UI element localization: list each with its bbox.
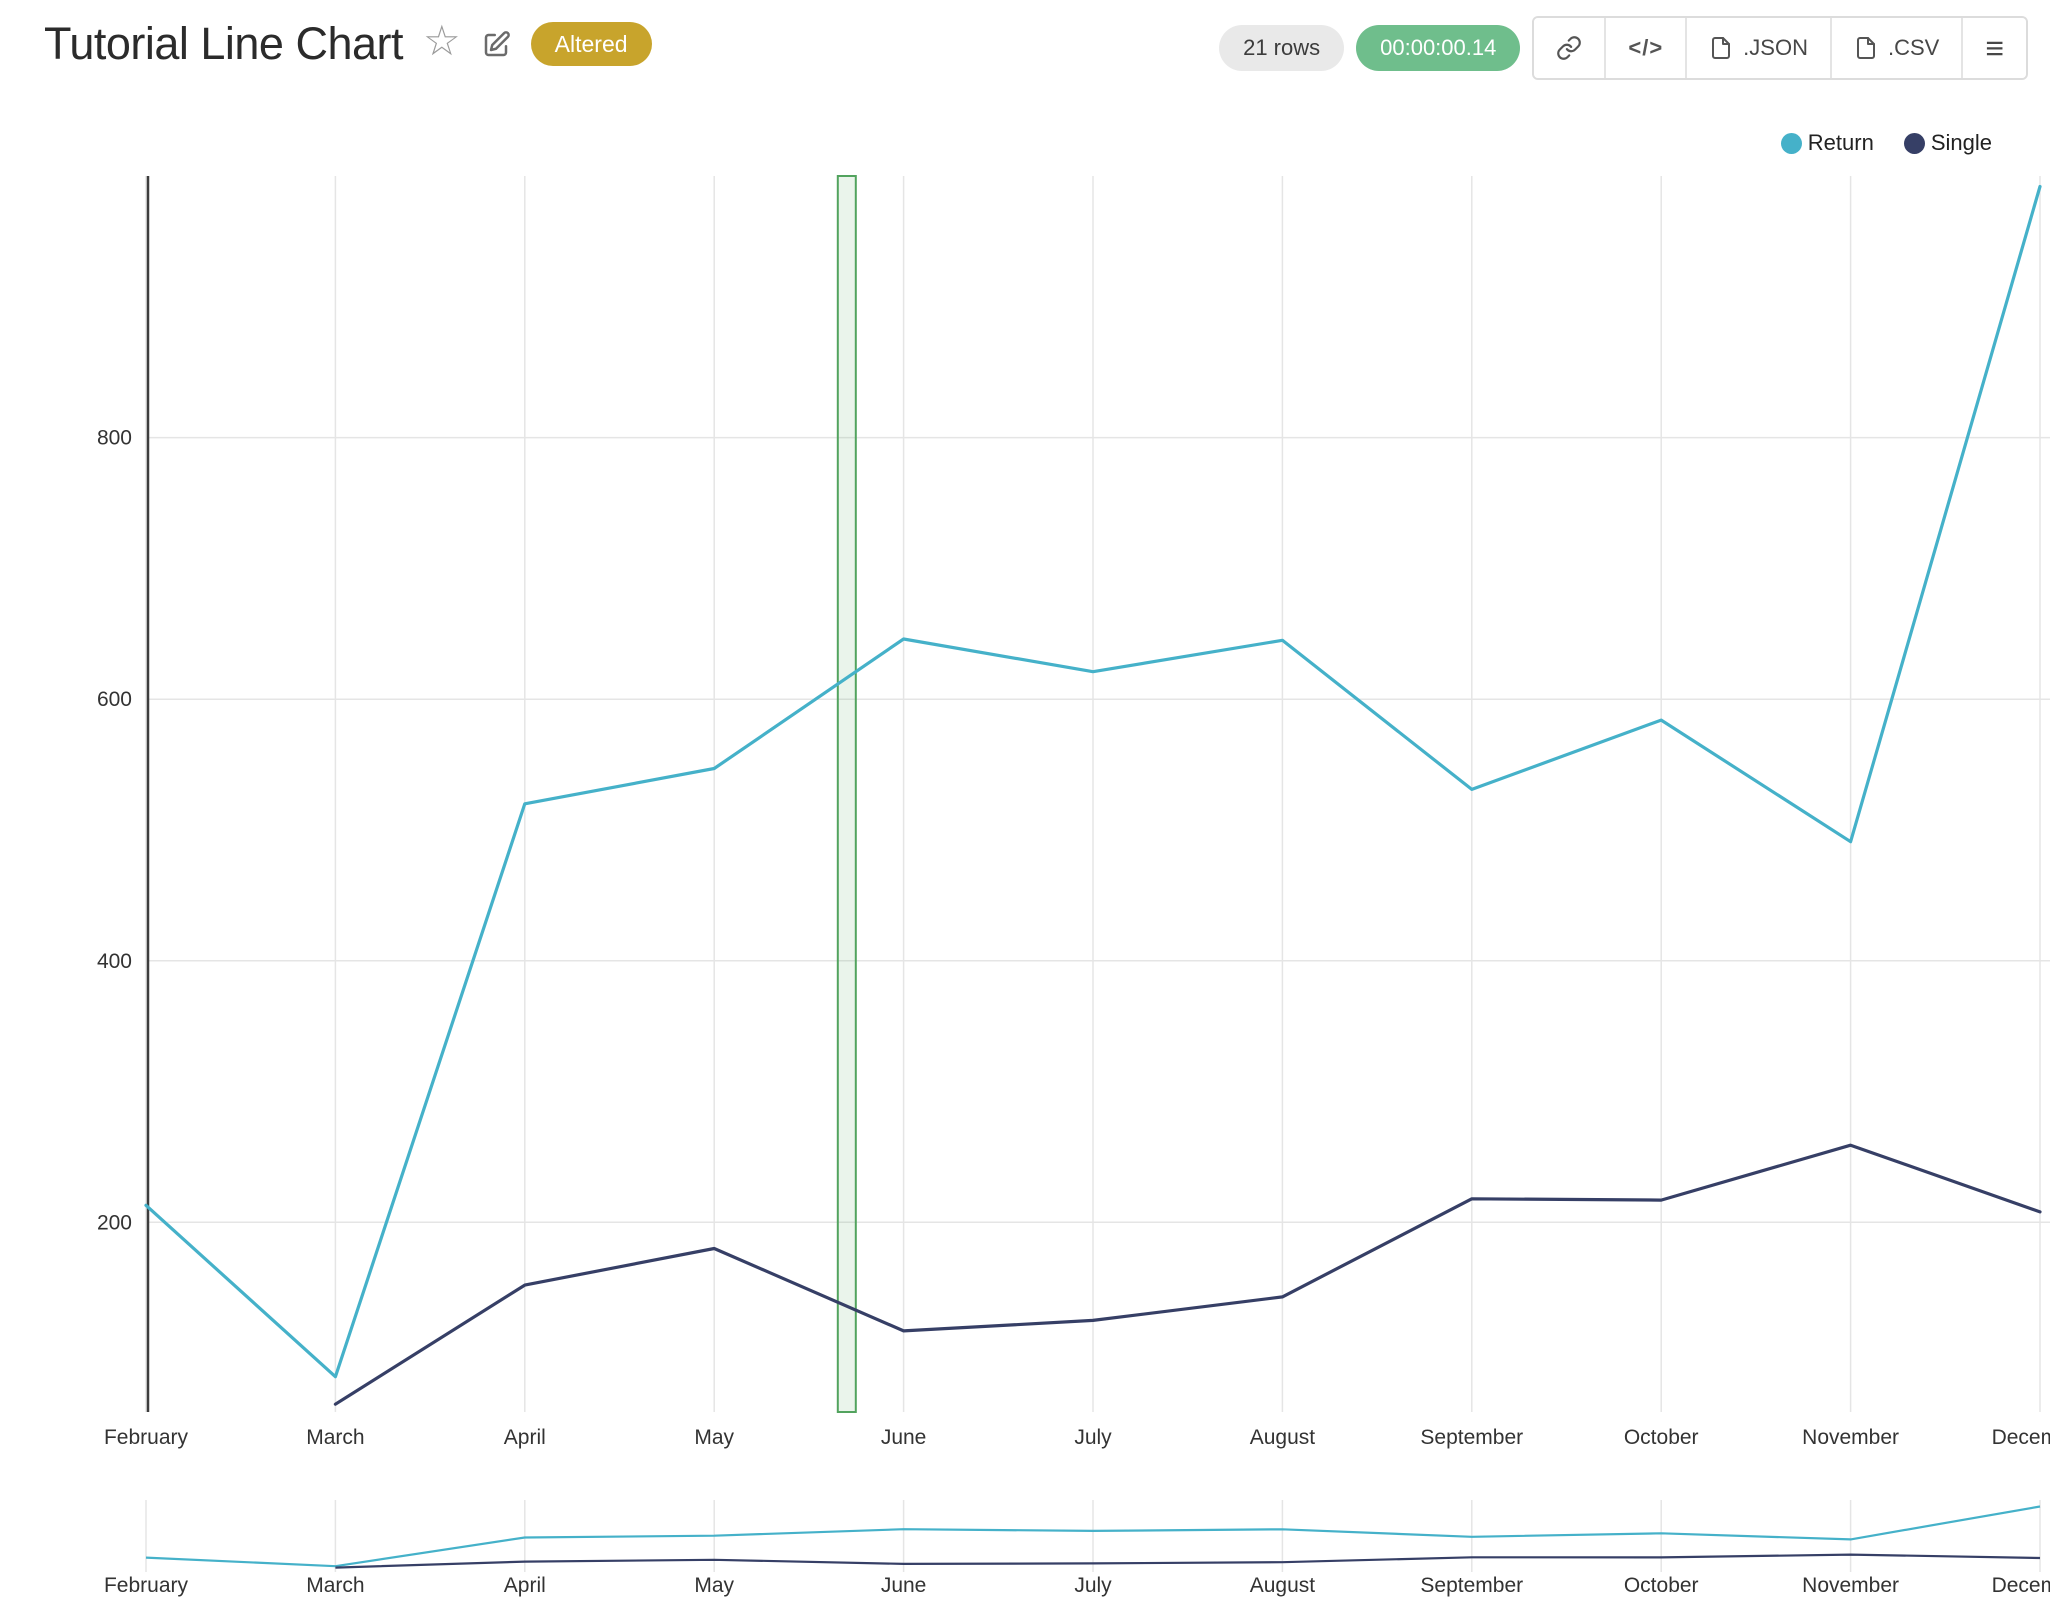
svg-text:July: July: [1074, 1426, 1112, 1449]
code-icon: </>: [1628, 35, 1664, 60]
legend-dot-return-icon: [1780, 132, 1802, 154]
row-count-badge: 21 rows: [1219, 25, 1345, 71]
file-json-icon: [1712, 37, 1731, 59]
chart-legend: Return Single: [1780, 130, 1992, 156]
header: Tutorial Line Chart ☆ Altered: [44, 18, 652, 70]
svg-text:April: April: [504, 1426, 546, 1449]
mini-overview-chart[interactable]: [145, 1500, 2041, 1572]
svg-text:June: June: [881, 1426, 927, 1449]
altered-badge[interactable]: Altered: [530, 22, 652, 66]
annotation-band: [836, 175, 857, 1413]
x-axis-labels: February March April May June July August Septe…: [104, 1426, 2050, 1597]
export-button-group: </> .JSON .CSV ≡: [1532, 16, 2028, 80]
chart-series: [144, 184, 2042, 1406]
y-axis-labels: 200 400 600 800: [97, 427, 132, 1235]
svg-text:November: November: [1802, 1426, 1899, 1449]
link-icon: [1557, 36, 1582, 60]
svg-text:August: August: [1250, 1426, 1316, 1449]
svg-text:February: February: [104, 1426, 189, 1449]
svg-text:October: October: [1624, 1426, 1699, 1449]
svg-text:February: February: [104, 1574, 189, 1597]
svg-text:June: June: [881, 1574, 927, 1597]
embed-code-button[interactable]: </>: [1604, 18, 1686, 78]
export-csv-label: .CSV: [1887, 35, 1940, 60]
svg-text:400: 400: [97, 950, 132, 973]
svg-text:800: 800: [97, 427, 132, 450]
file-csv-icon: [1856, 37, 1875, 59]
favorite-star-icon[interactable]: ☆: [423, 17, 461, 64]
svg-text:200: 200: [97, 1211, 132, 1234]
single-series-line: [333, 1143, 2042, 1406]
export-json-button[interactable]: .JSON: [1685, 18, 1830, 78]
legend-item-single[interactable]: Single: [1903, 130, 1992, 156]
return-series-line: [144, 184, 2042, 1379]
svg-text:March: March: [306, 1426, 364, 1449]
legend-dot-single-icon: [1903, 132, 1925, 154]
svg-text:December: December: [1992, 1574, 2050, 1597]
svg-text:August: August: [1250, 1574, 1316, 1597]
legend-label-return: Return: [1807, 130, 1874, 155]
header-actions: 21 rows 00:00:00.14 </> .JSON: [1219, 16, 2028, 80]
grid-lines: [145, 176, 2050, 1412]
export-json-label: .JSON: [1743, 35, 1808, 60]
svg-text:September: September: [1420, 1426, 1523, 1449]
svg-text:September: September: [1420, 1574, 1523, 1597]
edit-title-icon[interactable]: [481, 30, 511, 60]
svg-text:October: October: [1624, 1574, 1699, 1597]
export-csv-button[interactable]: .CSV: [1829, 18, 1962, 78]
svg-text:May: May: [694, 1574, 734, 1597]
svg-text:March: March: [306, 1574, 364, 1597]
more-options-button[interactable]: ≡: [1961, 18, 2026, 78]
legend-item-return[interactable]: Return: [1780, 130, 1874, 156]
svg-text:April: April: [504, 1574, 546, 1597]
svg-text:November: November: [1802, 1574, 1899, 1597]
svg-text:600: 600: [97, 688, 132, 711]
hamburger-menu-icon: ≡: [1985, 30, 2004, 66]
copy-link-button[interactable]: [1534, 18, 1605, 78]
mini-single-line: [335, 1553, 2041, 1569]
legend-label-single: Single: [1930, 130, 1992, 155]
svg-text:July: July: [1074, 1574, 1112, 1597]
query-timer-badge: 00:00:00.14: [1356, 25, 1521, 71]
svg-text:May: May: [694, 1426, 734, 1449]
mini-return-line: [145, 1505, 2041, 1568]
page-title: Tutorial Line Chart: [44, 18, 404, 69]
svg-text:December: December: [1992, 1426, 2050, 1449]
